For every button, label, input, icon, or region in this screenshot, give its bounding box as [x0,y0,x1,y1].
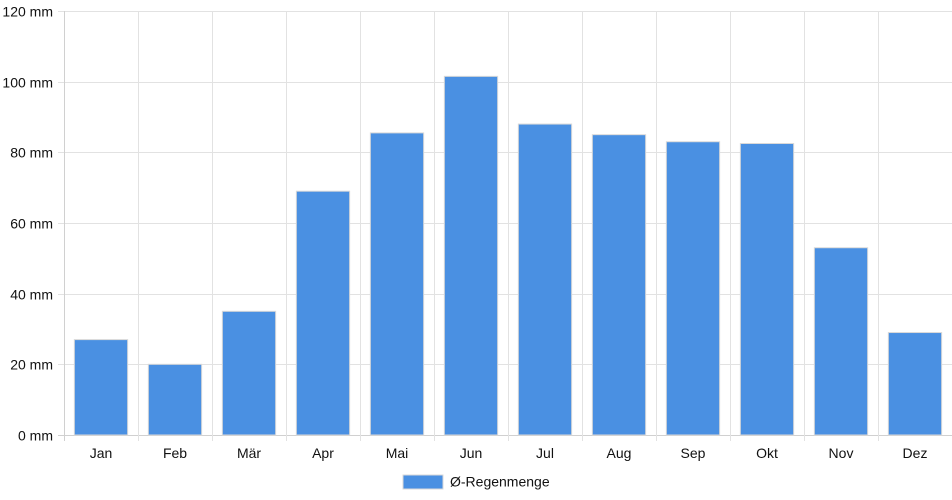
y-tick-label: 60 mm [10,216,53,232]
bar-Jun[interactable] [443,75,499,436]
x-tick-label: Feb [163,445,187,461]
x-tick-label: Jan [90,445,113,461]
x-tick-label: Jun [460,445,483,461]
bar-Nov[interactable] [813,247,869,436]
x-tick-label: Mai [386,445,409,461]
bar-Feb[interactable] [147,363,203,436]
x-tick-label: Aug [607,445,632,461]
bar-Jan[interactable] [73,339,129,436]
bar-Dez[interactable] [887,332,943,436]
legend-label: Ø-Regenmenge [450,474,550,490]
y-tick-label: 20 mm [10,357,53,373]
x-tick-label: Jul [536,445,554,461]
bar-Mär[interactable] [221,310,277,436]
y-tick-label: 80 mm [10,145,53,161]
x-axis-labels: Jan Feb Mär Apr Mai Jun Jul Aug Sep Okt Nov Dez [90,445,928,461]
bar-Sep[interactable] [665,141,721,436]
legend[interactable]: Ø-Regenmenge [402,474,550,490]
x-tick-label: Okt [756,445,778,461]
bars-layer [73,75,943,436]
x-tick-label: Nov [829,445,854,461]
x-tick-label: Apr [312,445,334,461]
y-tick-label: 40 mm [10,287,53,303]
y-axis-labels: 0 mm 20 mm 40 mm 60 mm 80 mm 100 mm 120 mm [2,4,53,444]
grid-layer [58,11,952,441]
y-tick-label: 100 mm [2,75,53,91]
bar-Aug[interactable] [591,134,647,436]
bar-Mai[interactable] [369,132,425,436]
legend-swatch [402,474,444,490]
bar-Apr[interactable] [295,190,351,436]
x-tick-label: Mär [237,445,261,461]
bar-Okt[interactable] [739,143,795,436]
bar-Jul[interactable] [517,123,573,436]
x-tick-label: Sep [681,445,706,461]
x-tick-label: Dez [903,445,928,461]
y-tick-label: 0 mm [18,428,53,444]
y-tick-label: 120 mm [2,4,53,20]
